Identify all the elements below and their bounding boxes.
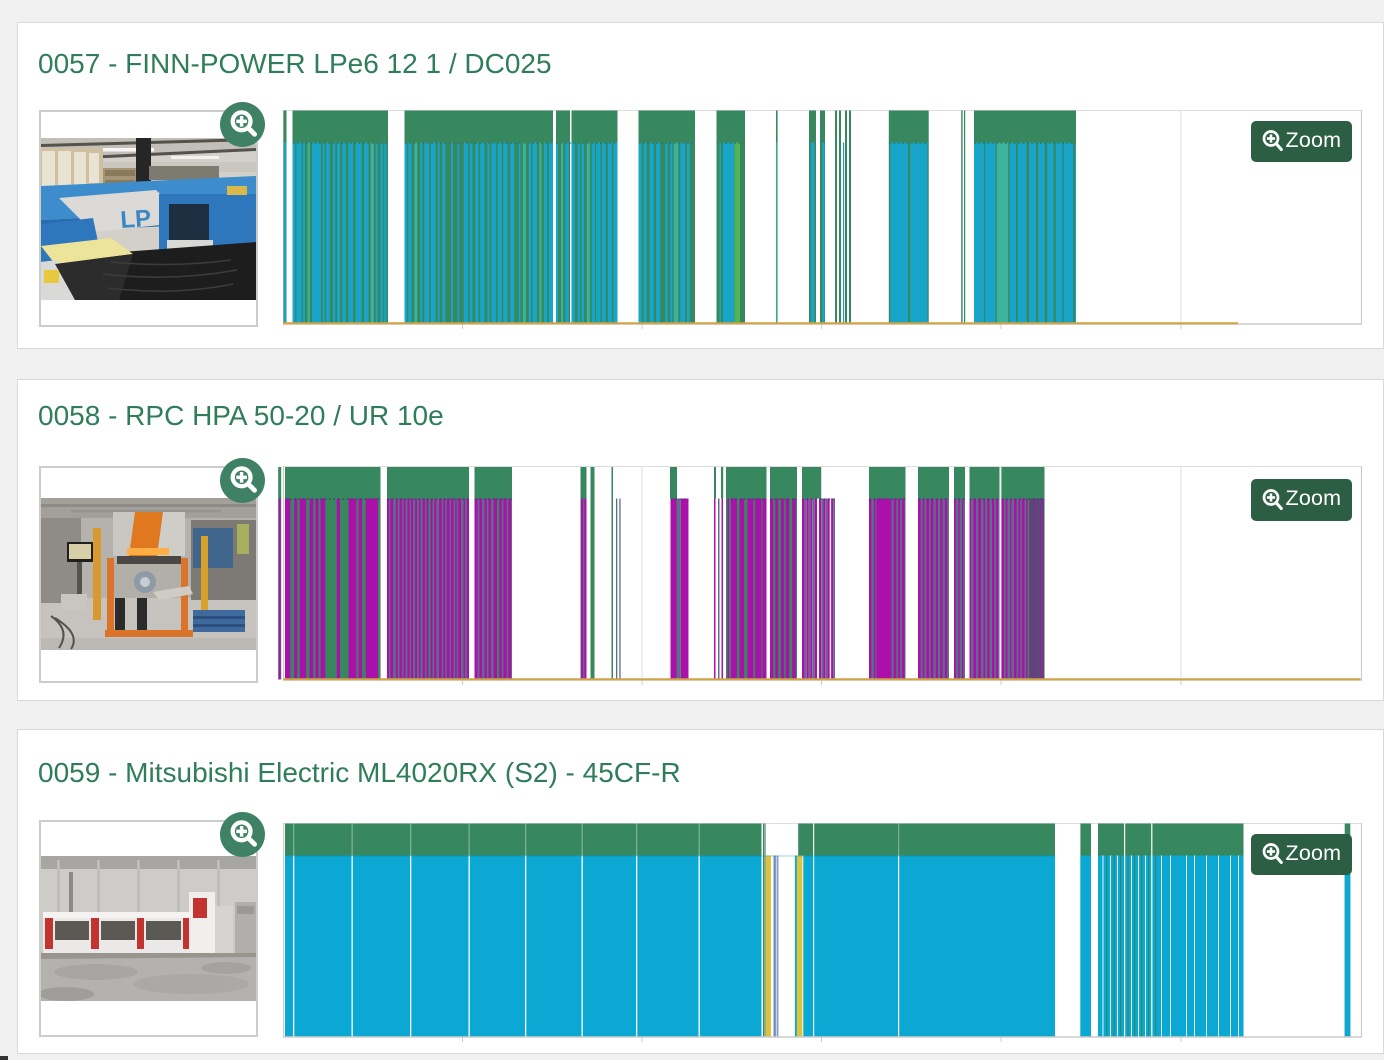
svg-text:LP: LP (120, 205, 152, 234)
